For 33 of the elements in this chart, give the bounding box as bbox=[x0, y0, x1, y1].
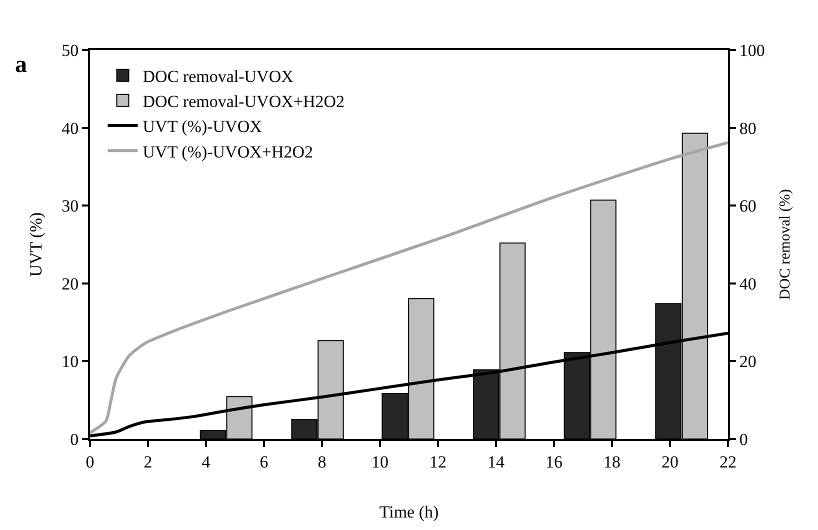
legend-label: UVT (%)-UVOX+H2O2 bbox=[142, 142, 314, 162]
x-tick-label: 6 bbox=[260, 452, 268, 472]
y-tick-label: 50 bbox=[62, 40, 79, 60]
y-tick-label: 40 bbox=[62, 118, 79, 138]
legend-label: UVT (%)-UVOX bbox=[142, 117, 262, 136]
x-tick-label: 16 bbox=[546, 452, 562, 472]
text: a bbox=[15, 52, 27, 78]
y2-axis-title: DOC removal (%) bbox=[777, 189, 794, 300]
y-tick-label: 30 bbox=[62, 196, 79, 216]
line-series bbox=[90, 141, 728, 434]
x-tick-label: 20 bbox=[662, 452, 678, 472]
x-tick-label: 10 bbox=[372, 452, 388, 472]
x-tick-label: 12 bbox=[430, 452, 446, 472]
y2-tick-label: 0 bbox=[739, 430, 748, 449]
x-tick-label: 18 bbox=[604, 452, 620, 472]
y2-tick-label: 80 bbox=[739, 118, 756, 138]
x-tick-label: 0 bbox=[86, 452, 94, 472]
y-tick-label: 0 bbox=[70, 430, 79, 449]
legend-label: DOC removal-UVOX bbox=[142, 66, 294, 86]
legend-label: DOC removal-UVOX+H2O2 bbox=[142, 92, 345, 112]
x-tick-label: 8 bbox=[318, 452, 326, 472]
y2-tick-label: 60 bbox=[739, 196, 756, 216]
x-axis-title: Time (h) bbox=[379, 502, 439, 522]
y2-tick-label: 20 bbox=[739, 352, 756, 372]
x-tick-label: 22 bbox=[720, 452, 736, 472]
y2-tick-label: 100 bbox=[739, 40, 765, 60]
x-tick-label: 2 bbox=[144, 452, 152, 472]
x-tick-label: 4 bbox=[202, 452, 211, 472]
y-axis-title: UVT (%) bbox=[26, 212, 46, 277]
x-tick-label: 14 bbox=[488, 452, 505, 472]
y-tick-label: 10 bbox=[62, 352, 79, 372]
y-tick-label: 20 bbox=[62, 274, 79, 294]
y2-tick-label: 40 bbox=[739, 274, 756, 294]
